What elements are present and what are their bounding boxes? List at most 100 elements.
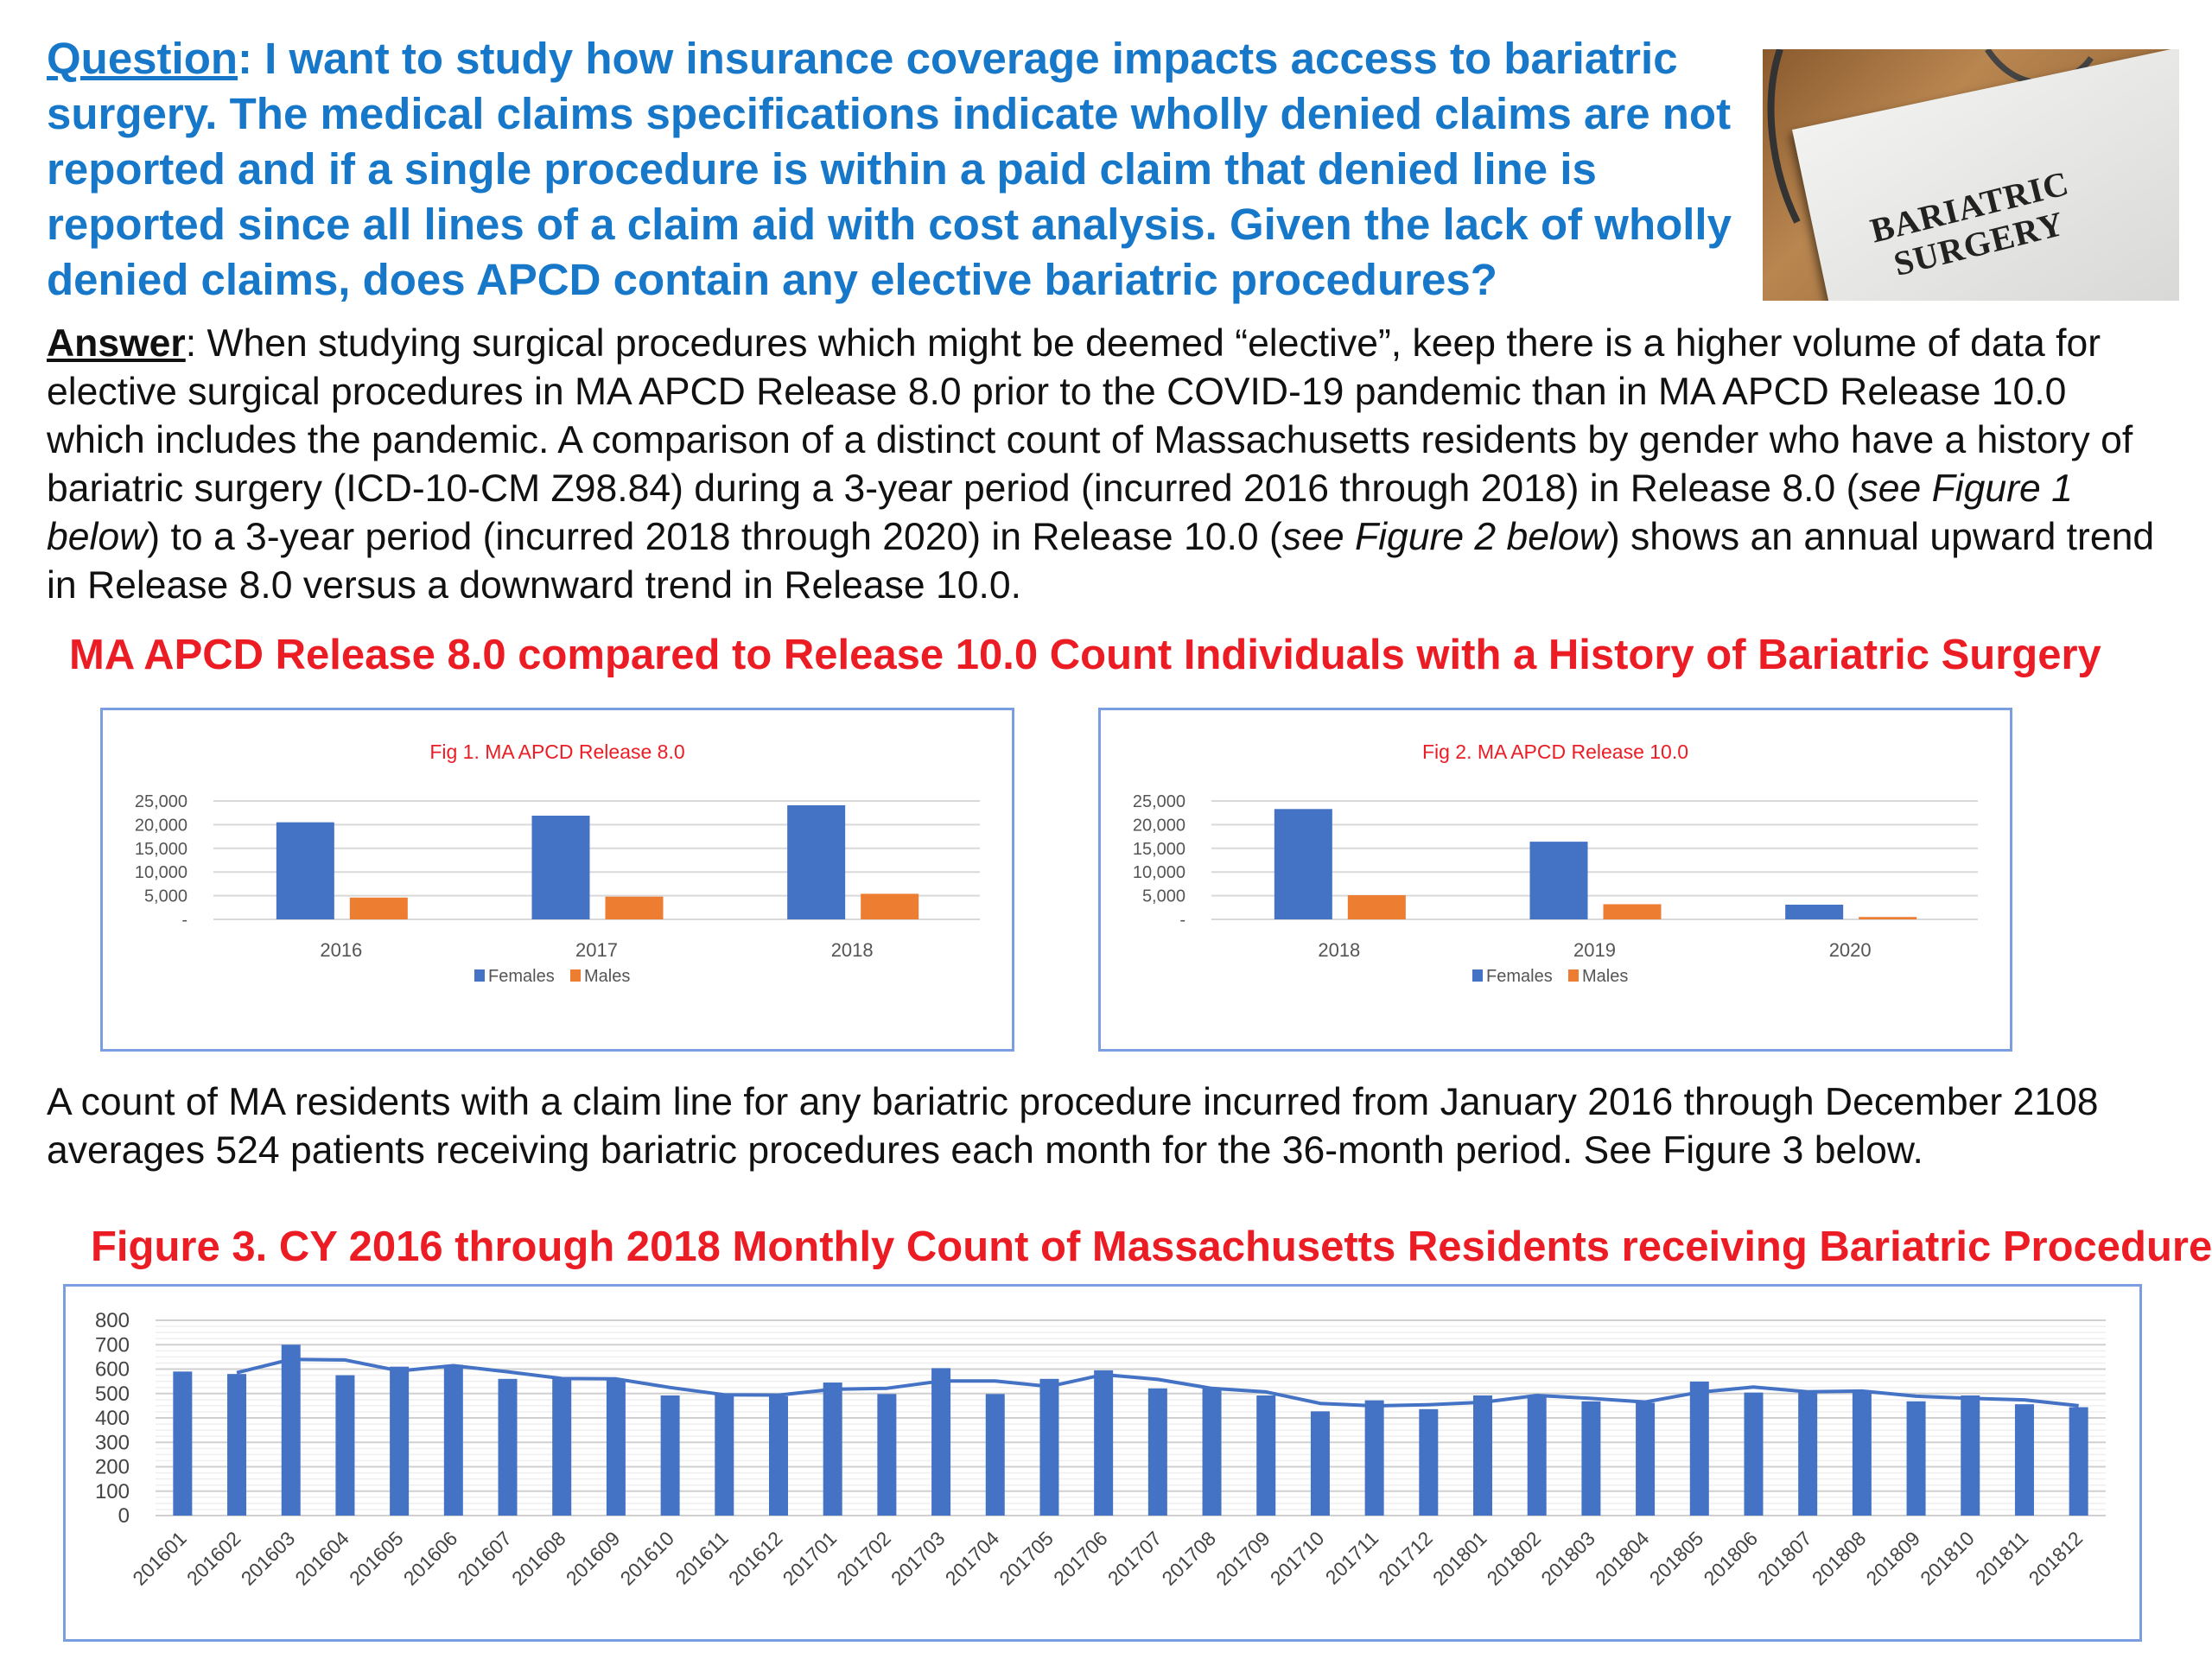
x-tick-label: 2017 [575,939,618,961]
y-tick-label: 5,000 [144,887,188,906]
legend-label-males: Males [584,967,630,986]
bar-201606 [443,1364,463,1516]
bar-201701 [823,1382,842,1516]
bar-201708 [1202,1388,1222,1516]
bar-201610 [660,1395,680,1516]
bar-201803 [1581,1401,1601,1516]
bar-201612 [768,1395,788,1516]
legend-label-females: Females [488,967,555,986]
y-tick-label: 15,000 [135,840,188,859]
bar-females-2017 [531,815,590,919]
bar-201709 [1256,1395,1276,1516]
bar-201703 [931,1368,951,1516]
x-tick-label: 201601 [128,1527,191,1590]
y-tick-label: 600 [95,1358,130,1382]
x-tick-label: 2016 [320,939,362,961]
y-tick-label: 25,000 [135,792,188,811]
answer-body: ) shows an annual upward trend in Releas… [47,516,2155,607]
bar-201710 [1310,1411,1330,1516]
bar-females-2020 [1785,905,1844,919]
y-tick-label: 20,000 [1133,816,1185,835]
figure2-svg: Fig 2. MA APCD Release 10.0 - 5,000 10,000 1… [1133,741,1978,986]
y-tick-label: 25,000 [1133,792,1185,811]
y-tick-label: 800 [95,1309,130,1332]
figure2-chart: Fig 2. MA APCD Release 10.0 - 5,000 10,000 1… [1098,708,2012,1052]
bariatric-surgery-photo: BARIATRIC SURGERY [1763,49,2179,301]
y-tick-label: 5,000 [1142,887,1185,906]
x-tick-label: 201704 [941,1527,1004,1590]
x-tick-label: 201806 [1699,1527,1762,1590]
bar-females-2018 [787,804,846,919]
bar-201702 [877,1394,897,1516]
x-tick-label: 201702 [832,1527,895,1590]
x-tick-label: 201712 [1374,1527,1437,1590]
bar-males-2016 [349,897,408,919]
legend-swatch-males [570,969,581,982]
bar-males-2017 [605,896,664,919]
x-tick-label: 201611 [671,1527,732,1588]
x-tick-label: 201606 [399,1527,462,1590]
y-tick-label: 0 [118,1504,130,1528]
bar-201603 [281,1344,301,1516]
y-tick-label: 15,000 [1133,840,1185,859]
figure3-svg: 0100200300400500600700800201601201602201… [95,1309,2106,1590]
y-tick-label: 700 [95,1333,130,1357]
x-tick-label: 201604 [290,1527,353,1590]
bar-201604 [335,1375,355,1516]
y-tick-label: 100 [95,1480,130,1503]
bar-201705 [1039,1378,1059,1516]
question-label: Question [47,34,238,83]
x-tick-label: 201701 [779,1527,842,1590]
bar-201802 [1527,1395,1547,1516]
figure3-chart: 0 100 200 300 400 500 600 700 800 201601 201602 201… [63,1284,2142,1642]
question-body: : I want to study how insurance coverage… [47,34,1732,304]
figure2-reference: see Figure 2 below [1281,516,1607,558]
x-tick-label: 201810 [1916,1527,1979,1590]
y-tick-label: 400 [95,1407,130,1430]
x-tick-label: 201801 [1428,1527,1491,1590]
x-tick-label: 201703 [887,1527,950,1590]
bar-201607 [498,1378,518,1516]
bar-201608 [552,1377,572,1516]
y-tick-label: 200 [95,1456,130,1479]
x-tick-label: 201705 [995,1527,1058,1590]
x-tick-label: 201804 [1591,1527,1654,1590]
x-tick-label: 201812 [2024,1527,2088,1590]
bar-201806 [1744,1392,1764,1516]
y-tick-label: 300 [95,1431,130,1454]
x-tick-label: 201610 [615,1527,678,1590]
x-tick-label: 201707 [1103,1527,1166,1590]
x-tick-label: 201609 [562,1527,625,1590]
x-tick-label: 201811 [1971,1527,2032,1588]
answer-body: : When studying surgical procedures whic… [47,322,2133,510]
answer-body: ) to a 3-year period (incurred 2018 thro… [147,516,1282,558]
bar-201811 [2014,1404,2034,1516]
x-tick-label: 201605 [345,1527,408,1590]
bar-males-2018 [861,893,919,919]
x-tick-label: 201708 [1157,1527,1220,1590]
bar-females-2016 [276,822,334,919]
legend-label-females: Females [1486,967,1553,986]
figure1-chart: Fig 1. MA APCD Release 8.0 - 5,000 10,000 15… [100,708,1014,1052]
bar-201601 [173,1371,193,1516]
answer-label: Answer [47,322,186,365]
bar-201602 [227,1374,247,1516]
bar-201707 [1147,1388,1167,1516]
chart-title: Fig 1. MA APCD Release 8.0 [429,741,684,763]
bar-201804 [1636,1402,1656,1516]
bar-females-2018 [1274,809,1332,919]
x-tick-label: 201809 [1861,1527,1924,1590]
comparison-heading: MA APCD Release 8.0 compared to Release … [69,632,2101,678]
bar-201712 [1419,1408,1439,1516]
bar-201805 [1689,1381,1709,1516]
bar-201706 [1094,1370,1114,1516]
y-tick-label: - [181,911,188,930]
chart-title: Fig 2. MA APCD Release 10.0 [1422,741,1688,763]
legend-swatch-females [474,969,485,982]
x-tick-label: 201808 [1808,1527,1871,1590]
legend-swatch-females [1472,969,1483,982]
y-tick-label: 500 [95,1382,130,1406]
y-tick-label: 10,000 [1133,863,1185,882]
bar-201704 [985,1394,1005,1516]
legend-swatch-males [1568,969,1579,982]
